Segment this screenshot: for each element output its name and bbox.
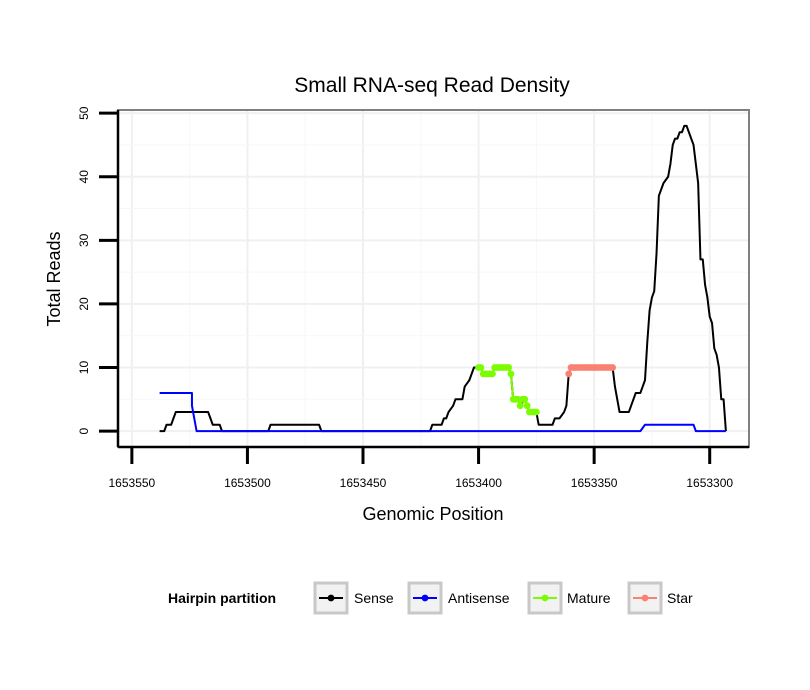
y-tick-label: 20 bbox=[77, 297, 91, 311]
x-tick-label: 1653450 bbox=[340, 476, 387, 490]
y-tick-label: 10 bbox=[77, 361, 91, 375]
y-axis-title: Total Reads bbox=[44, 231, 64, 326]
x-tick-label: 1653400 bbox=[455, 476, 502, 490]
mature-point bbox=[489, 370, 496, 378]
legend-label-star: Star bbox=[667, 590, 693, 606]
y-tick-label: 50 bbox=[77, 106, 91, 120]
x-axis-title: Genomic Position bbox=[362, 504, 503, 524]
mature-point bbox=[477, 364, 485, 371]
series-layer bbox=[159, 124, 727, 433]
legend-key-point-star bbox=[641, 594, 649, 602]
mature-point bbox=[523, 402, 531, 410]
x-tick-label: 1653350 bbox=[571, 476, 618, 490]
legend-label-antisense: Antisense bbox=[448, 590, 510, 606]
x-tick-label: 1653500 bbox=[224, 476, 271, 490]
antisense-series-line bbox=[159, 391, 726, 433]
x-axis: 1653550 1653500 1653450 1653400 1653350 16533… bbox=[109, 445, 749, 490]
plot-panel bbox=[118, 110, 749, 447]
mature-point bbox=[521, 395, 529, 403]
mature-point bbox=[507, 370, 515, 378]
grid-lines bbox=[118, 110, 749, 447]
x-tick-label: 1653300 bbox=[686, 476, 733, 490]
chart-title: Small RNA-seq Read Density bbox=[294, 74, 570, 97]
legend-key-point-antisense bbox=[421, 594, 429, 602]
y-axis: 0 10 20 30 40 50 bbox=[77, 106, 120, 447]
sense-series-line bbox=[159, 124, 727, 433]
legend: Hairpin partition Sense Antisense Mature St… bbox=[168, 581, 693, 615]
legend-label-sense: Sense bbox=[354, 590, 394, 606]
y-tick-label: 0 bbox=[77, 427, 91, 434]
legend-title: Hairpin partition bbox=[168, 590, 276, 606]
star-point bbox=[565, 370, 573, 378]
x-tick-label: 1653550 bbox=[109, 476, 156, 490]
mature-point bbox=[516, 402, 524, 410]
y-tick-label: 40 bbox=[77, 170, 91, 184]
y-tick-label: 30 bbox=[77, 233, 91, 247]
mature-point bbox=[505, 364, 513, 371]
star-point bbox=[609, 364, 617, 371]
legend-key-point-sense bbox=[327, 594, 335, 602]
legend-key-point-mature bbox=[541, 594, 549, 602]
legend-label-mature: Mature bbox=[567, 590, 611, 606]
mature-point bbox=[532, 408, 540, 416]
